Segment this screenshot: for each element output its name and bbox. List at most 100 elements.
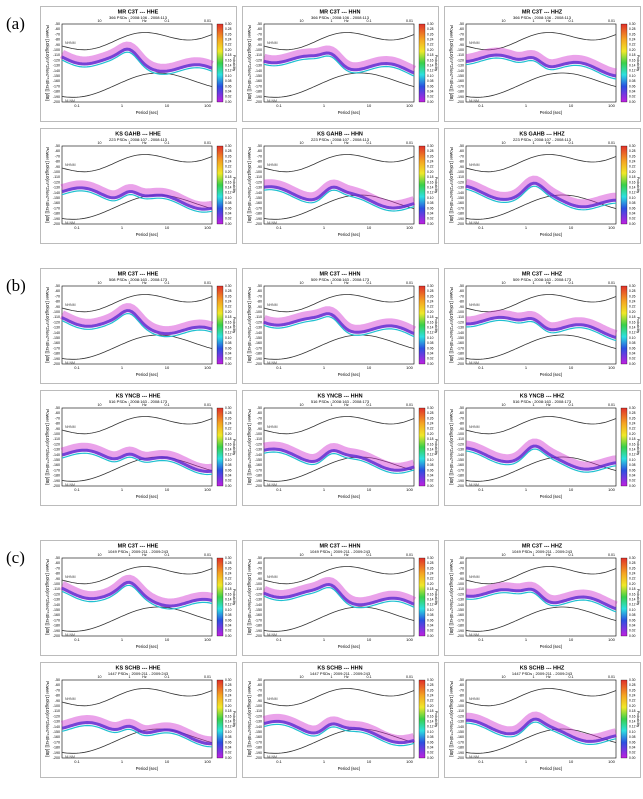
colorbar-tick-label: 0.26 [427, 154, 434, 158]
plot-area [263, 679, 415, 759]
top-tick-label: 1 [533, 553, 535, 557]
y-tick-label: -180 [53, 352, 60, 356]
y-tick-label: -60 [257, 411, 262, 415]
y-tick-label: -170 [457, 84, 464, 88]
y-tick-label: -160 [457, 341, 464, 345]
y-tick-label: -110 [53, 53, 60, 57]
colorbar-tick-label: 0.28 [427, 27, 434, 31]
colorbar-tick-label: 0.28 [629, 289, 636, 293]
y-tick-label: -120 [457, 592, 464, 596]
y-tick-label: -50 [459, 144, 464, 148]
panel-label: (c) [6, 548, 25, 567]
nlnm-curve [61, 334, 213, 360]
y-tick-label: -100 [457, 310, 464, 314]
colorbar-tick-label: 0.04 [225, 89, 232, 93]
colorbar-tick-label: 0.08 [629, 79, 636, 83]
top-tick-label: 0.01 [608, 141, 615, 145]
colorbar-tick-label: 0.08 [427, 463, 434, 467]
colorbar-tick-label: 0.00 [225, 100, 232, 104]
colorbar-tick-label: 0.06 [427, 618, 434, 622]
colorbar-tick-label: 0.16 [629, 592, 636, 596]
y-axis-label: Power [10log10(m**2/sec**4/Hz)] [dB] [45, 147, 50, 223]
psd-core [61, 186, 213, 211]
colorbar-tick-label: 0.16 [629, 320, 636, 324]
colorbar [216, 23, 224, 103]
colorbar-tick-label: 0.12 [225, 453, 232, 457]
psd-low-edge [61, 190, 213, 213]
y-tick-label: -150 [53, 336, 60, 340]
y-axis-label: Power [10log10(m**2/sec**4/Hz)] [dB] [449, 681, 454, 757]
top-tick-label: 1 [533, 281, 535, 285]
top-tick-label: 10 [300, 553, 304, 557]
plot-title: KS SCHB --- HHZ [520, 665, 565, 671]
colorbar-tick-label: 0.28 [225, 149, 232, 153]
colorbar-tick-label: 0.22 [427, 43, 434, 47]
nhnm-label: NHNM [267, 697, 278, 701]
x-axis-label: Period (sec) [540, 644, 563, 649]
colorbar-label: Probability [636, 439, 640, 456]
colorbar-tick-label: 0.08 [427, 79, 434, 83]
nlnm-curve [61, 194, 213, 220]
top-tick-label: 0.1 [367, 19, 372, 23]
top-tick-label: 10 [300, 141, 304, 145]
y-tick-label: -140 [53, 69, 60, 73]
colorbar-tick-label: 0.10 [427, 608, 434, 612]
colorbar-tick-label: 0.18 [225, 175, 232, 179]
x-tick-label: 10 [165, 103, 170, 108]
nlnm-curve [465, 456, 617, 482]
x-tick-label: 10 [569, 365, 574, 370]
y-tick-label: -200 [457, 484, 464, 488]
y-tick-label: -70 [459, 416, 464, 420]
y-tick-label: -160 [457, 79, 464, 83]
y-tick-label: -160 [255, 735, 262, 739]
colorbar-label: Probability [636, 177, 640, 194]
top-tick-label: 10 [300, 281, 304, 285]
top-tick-label: Hz [344, 281, 349, 285]
y-tick-label: -140 [53, 191, 60, 195]
colorbar-tick-label: 0.14 [225, 185, 232, 189]
nhnm-curve [263, 566, 415, 585]
y-tick-label: -130 [255, 326, 262, 330]
nlnm-label: NLNM [469, 221, 479, 225]
psd-band [60, 303, 214, 336]
top-tick-label: 1 [331, 281, 333, 285]
colorbar-tick-label: 0.02 [225, 357, 232, 361]
colorbar-tick-label: 0.20 [629, 170, 636, 174]
nlnm-label: NLNM [65, 755, 75, 759]
colorbar-tick-label: 0.14 [225, 63, 232, 67]
colorbar-tick-label: 0.00 [629, 100, 636, 104]
colorbar-tick-label: 0.04 [427, 351, 434, 355]
y-tick-label: -150 [457, 336, 464, 340]
top-tick-label: 10 [300, 675, 304, 679]
colorbar-tick-label: 0.24 [629, 299, 636, 303]
colorbar-tick-label: 0.26 [427, 32, 434, 36]
colorbar [216, 557, 224, 637]
psd-low-edge [465, 591, 617, 613]
y-tick-label: -170 [255, 346, 262, 350]
y-tick-label: -120 [53, 714, 60, 718]
colorbar-tick-label: 0.02 [225, 629, 232, 633]
y-tick-label: -190 [457, 751, 464, 755]
nhnm-curve [263, 688, 415, 707]
y-tick-label: -120 [53, 320, 60, 324]
nlnm-label: NLNM [267, 221, 277, 225]
y-tick-label: -140 [255, 69, 262, 73]
y-tick-label: -130 [53, 448, 60, 452]
colorbar-label: Probability [636, 711, 640, 728]
x-tick-label: 100 [608, 637, 615, 642]
y-tick-label: -80 [459, 422, 464, 426]
top-tick-label: 1 [331, 141, 333, 145]
colorbar-tick-label: 0.02 [225, 217, 232, 221]
colorbar-tick-label: 0.30 [427, 144, 434, 148]
colorbar-tick-label: 0.20 [629, 432, 636, 436]
x-tick-label: 0.1 [276, 637, 282, 642]
psd-low-edge [263, 723, 415, 747]
y-tick-label: -110 [255, 709, 262, 713]
colorbar-tick-label: 0.20 [427, 310, 434, 314]
top-tick-label: 1 [331, 403, 333, 407]
psd-low-edge [263, 316, 415, 338]
y-tick-label: -120 [53, 180, 60, 184]
top-tick-label: 0.01 [608, 675, 615, 679]
